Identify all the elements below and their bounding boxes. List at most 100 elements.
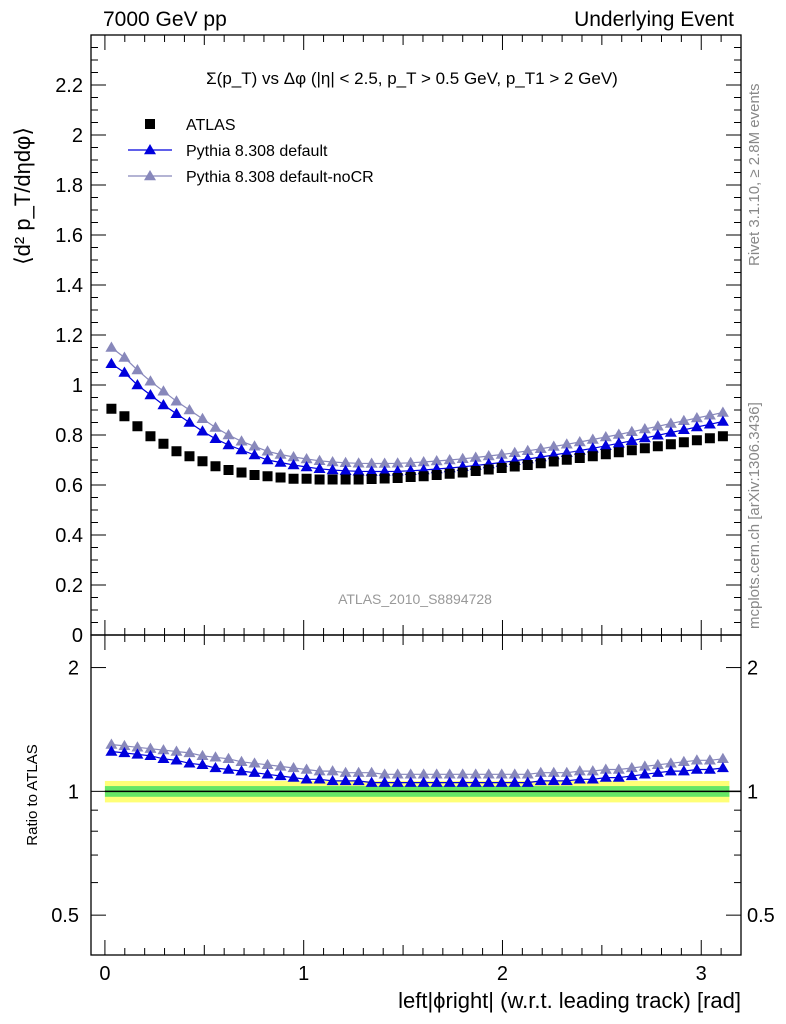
legend-marker: [144, 144, 156, 155]
ratio-data-point: [651, 766, 664, 777]
ratio-data-point: [508, 768, 521, 779]
ratio-data-point: [157, 752, 170, 763]
data-point: [522, 460, 533, 470]
ratio-data-point: [261, 758, 274, 770]
data-point: [274, 456, 287, 467]
ratio-data-point: [378, 768, 391, 779]
data-point: [665, 439, 676, 450]
data-point: [209, 421, 222, 432]
data-point: [105, 341, 118, 352]
data-point: [678, 437, 689, 448]
ratio-panel: 0.5 0.5 1 1 2 2 0 1 2 3 Ratio to ATLAS left|ϕright|…: [24, 634, 775, 1013]
ratio-data-point: [443, 768, 456, 779]
ratio-data-point: [287, 761, 300, 773]
data-point: [379, 473, 390, 484]
data-point: [560, 446, 573, 457]
data-point: [677, 423, 690, 434]
data-point: [586, 433, 599, 444]
data-point: [651, 429, 664, 440]
data-point: [236, 467, 247, 478]
data-point: [535, 458, 546, 469]
data-point: [600, 449, 611, 460]
data-point: [638, 423, 651, 434]
y-tick-label: 1: [72, 375, 83, 397]
data-point: [300, 453, 313, 464]
ratio-data-point: [261, 768, 274, 779]
data-point: [509, 461, 520, 472]
x-tick-label: 3: [696, 963, 707, 985]
data-point: [703, 418, 716, 429]
ratio-data-point: [235, 765, 248, 776]
data-point: [391, 457, 404, 468]
ratio-data-point: [690, 763, 703, 774]
data-point: [391, 465, 404, 476]
data-point: [262, 471, 273, 482]
y-tick-label: 2: [72, 125, 83, 147]
ratio-data-point: [417, 776, 430, 787]
ratio-y-tick-label-right: 2: [747, 658, 758, 680]
ratio-data-point: [118, 746, 131, 758]
ratio-data-point: [365, 766, 378, 777]
data-point: [145, 431, 156, 442]
y-tick-label: 0.6: [55, 475, 83, 497]
data-point: [561, 454, 572, 465]
ratio-data-point: [105, 738, 118, 749]
data-point: [482, 450, 495, 461]
ratio-data-point: [235, 755, 248, 766]
data-point: [430, 455, 443, 466]
ratio-data-point: [482, 768, 495, 779]
header-process: Underlying Event: [574, 8, 734, 31]
data-point: [326, 456, 339, 467]
ratio-data-point: [339, 766, 352, 777]
data-point: [366, 474, 377, 484]
data-point: [587, 451, 598, 462]
data-point: [353, 474, 364, 485]
data-point: [677, 414, 690, 425]
data-point: [132, 421, 143, 432]
ratio-data-point: [716, 752, 729, 763]
data-point: [716, 406, 729, 417]
data-point: [378, 457, 391, 468]
ratio-data-point: [287, 771, 300, 782]
ratio-data-point: [495, 776, 508, 787]
data-point: [261, 454, 274, 465]
ratio-data-point: [209, 751, 222, 762]
data-point: [210, 461, 221, 472]
data-point: [508, 446, 521, 457]
ratio-data-point: [586, 773, 599, 784]
series-pythia-8308-default-nocr: [105, 341, 729, 468]
data-point: [625, 425, 638, 436]
plot-title: Σ(p_T) vs Δφ (|η| < 2.5, p_T > 0.5 GeV, …: [206, 69, 618, 88]
y-tick-label: 0.2: [55, 575, 83, 597]
data-point: [275, 472, 286, 483]
data-point: [326, 464, 339, 475]
data-point: [703, 409, 716, 420]
ratio-data-point: [430, 776, 443, 787]
data-point: [392, 473, 403, 483]
ratio-data-point: [339, 774, 352, 786]
data-point: [638, 432, 651, 443]
ratio-data-point: [443, 776, 456, 787]
ratio-data-point: [716, 761, 729, 773]
data-point: [170, 407, 183, 418]
data-point: [144, 389, 157, 400]
ratio-data-point: [118, 739, 131, 751]
data-point: [560, 438, 573, 449]
ratio-data-point: [690, 754, 703, 765]
ratio-data-point: [274, 760, 287, 771]
legend-marker: [144, 170, 156, 181]
ratio-data-point: [222, 763, 235, 774]
ratio-data-point: [417, 768, 430, 779]
ratio-frame: [90, 634, 742, 956]
ratio-data-point: [534, 774, 547, 786]
ratio-data-point: [521, 768, 534, 779]
ratio-data-point: [560, 766, 573, 777]
data-point: [274, 448, 287, 459]
data-point: [469, 451, 482, 462]
data-point: [612, 437, 625, 448]
data-point: [222, 429, 235, 440]
data-point: [287, 459, 300, 470]
ratio-data-point: [677, 765, 690, 776]
header-energy: 7000 GeV pp: [103, 8, 227, 31]
data-point: [405, 472, 416, 482]
